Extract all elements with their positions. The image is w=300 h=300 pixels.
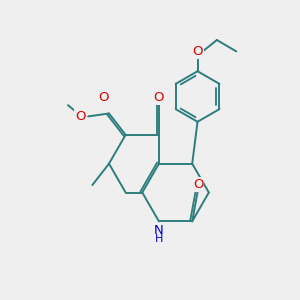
Text: O: O <box>98 91 109 103</box>
Text: O: O <box>75 110 86 123</box>
Text: O: O <box>192 45 203 58</box>
Text: O: O <box>193 178 203 191</box>
Text: N: N <box>154 224 164 237</box>
Text: O: O <box>154 91 164 103</box>
Text: H: H <box>155 234 163 244</box>
